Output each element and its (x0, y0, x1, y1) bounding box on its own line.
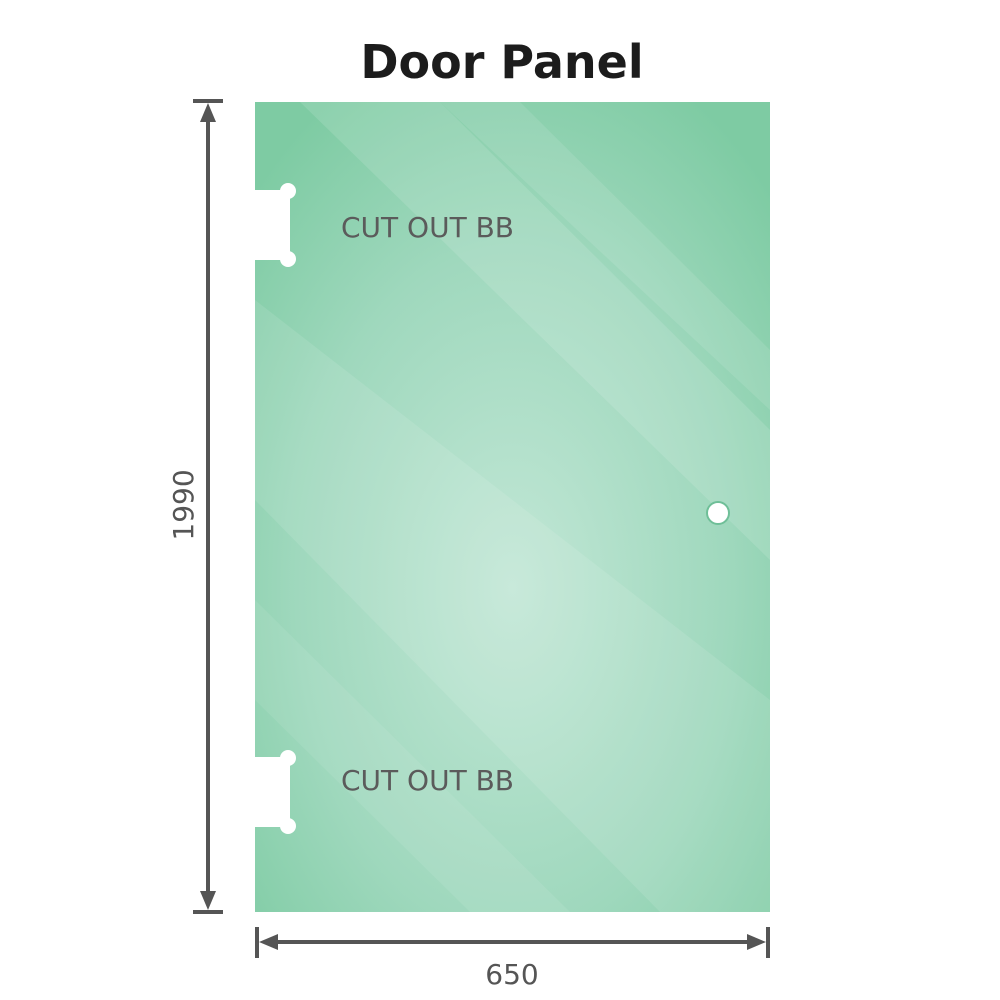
handle-hole (706, 501, 730, 525)
cutout-top (250, 183, 296, 267)
glass-reflections (255, 102, 770, 912)
diagram-title: Door Panel (360, 35, 643, 89)
cutout-bottom (250, 750, 296, 834)
cutout-label-top: CUT OUT BB (341, 211, 514, 244)
height-label: 1990 (167, 469, 200, 540)
cutout-label-bottom: CUT OUT BB (341, 764, 514, 797)
width-label: 650 (485, 958, 538, 991)
width-dimension (255, 927, 770, 958)
height-dimension (193, 99, 223, 914)
glass-panel: CUT OUT BB CUT OUT BB (250, 102, 770, 912)
